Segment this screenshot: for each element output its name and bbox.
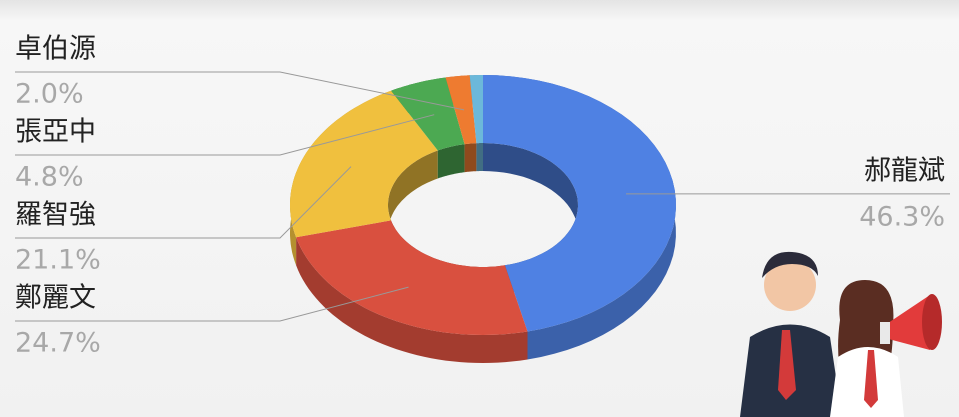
value-label: 21.1% [15,245,101,276]
illustration [740,251,942,417]
labels: 郝龍斌 46.3% 鄭麗文 24.7% 羅智強 21.1% 張亞中 4.8% 卓伯源 2.0% [15,34,950,359]
slice-inner-side [437,144,465,179]
category-label: 郝龍斌 [864,156,945,187]
leader-line [15,166,352,239]
leader-line [15,71,465,111]
leader-line [15,114,435,156]
value-label: 4.8% [15,162,84,193]
donut [290,75,676,363]
leader-line [15,286,409,322]
category-label: 羅智強 [15,200,96,231]
slice [483,75,676,332]
slice-inner-side [388,150,438,249]
category-label: 張亞中 [15,117,96,148]
value-label: 46.3% [859,202,945,233]
slice [391,77,465,151]
slice [296,220,528,335]
slice [469,75,483,144]
slice [445,75,477,145]
slice-inner-side [476,143,483,172]
value-label: 24.7% [15,328,101,359]
slice-side [296,237,528,363]
slice [290,90,438,238]
value-label: 2.0% [15,79,84,110]
slice-inner-side [464,143,477,173]
category-label: 鄭麗文 [15,283,96,314]
category-label: 卓伯源 [15,34,96,65]
